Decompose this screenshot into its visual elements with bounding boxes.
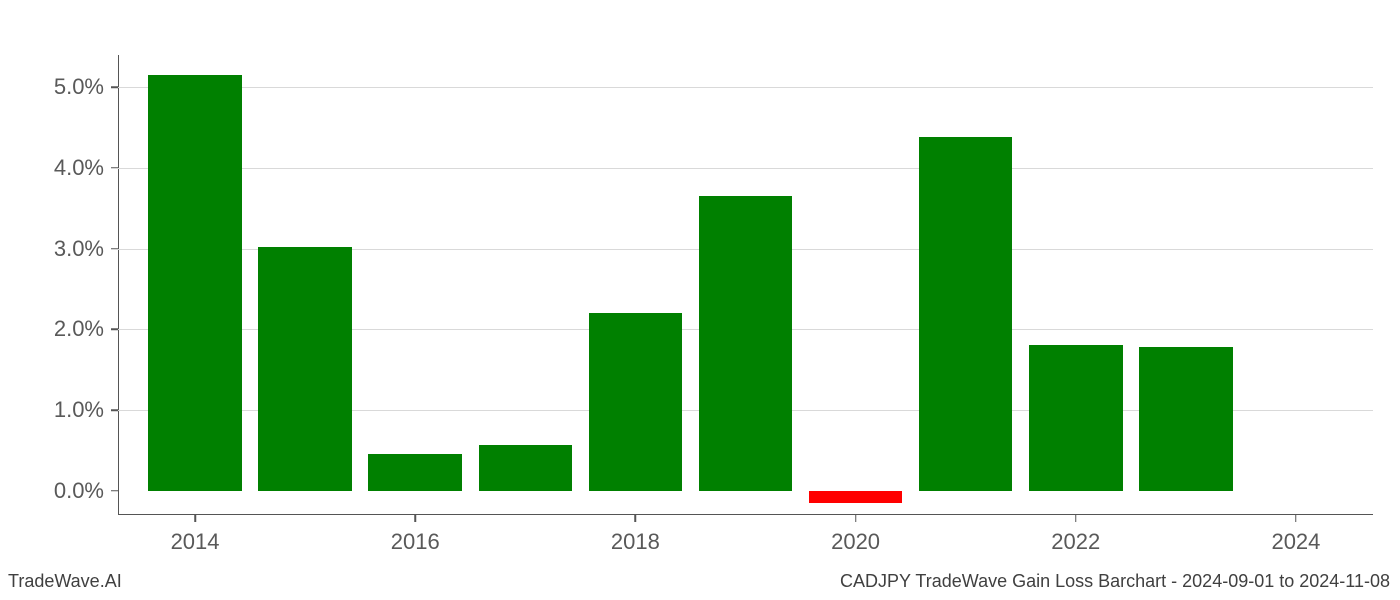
y-tick-label: 3.0% bbox=[54, 236, 104, 262]
bar bbox=[1029, 345, 1123, 491]
y-tick-mark bbox=[111, 87, 118, 89]
chart-plot-area: 0.0%1.0%2.0%3.0%4.0%5.0%2014201620182020… bbox=[118, 55, 1373, 515]
bar bbox=[258, 247, 352, 491]
x-tick-mark bbox=[1295, 515, 1297, 522]
bar bbox=[479, 445, 573, 491]
x-tick-label: 2018 bbox=[611, 529, 660, 555]
y-tick-label: 0.0% bbox=[54, 478, 104, 504]
x-tick-label: 2016 bbox=[391, 529, 440, 555]
bar bbox=[809, 491, 903, 503]
y-tick-label: 2.0% bbox=[54, 316, 104, 342]
x-tick-label: 2024 bbox=[1271, 529, 1320, 555]
caption-text: CADJPY TradeWave Gain Loss Barchart - 20… bbox=[840, 571, 1390, 592]
y-tick-mark bbox=[111, 167, 118, 169]
y-tick-label: 4.0% bbox=[54, 155, 104, 181]
x-tick-mark bbox=[194, 515, 196, 522]
y-tick-mark bbox=[111, 490, 118, 492]
gridline bbox=[118, 87, 1373, 88]
x-tick-mark bbox=[1075, 515, 1077, 522]
bar bbox=[1139, 347, 1233, 491]
x-tick-mark bbox=[414, 515, 416, 522]
y-tick-mark bbox=[111, 329, 118, 331]
chart-container: 0.0% 1.0% 2.0% 3.0% 4.0% 5.0% 2014 2016 2018 2020… bbox=[0, 0, 1400, 600]
bar bbox=[589, 313, 683, 491]
x-tick-label: 2020 bbox=[831, 529, 880, 555]
x-tick-mark bbox=[855, 515, 857, 522]
x-tick-label: 2014 bbox=[171, 529, 220, 555]
bar bbox=[699, 196, 793, 491]
watermark-text: TradeWave.AI bbox=[8, 571, 122, 592]
bar bbox=[148, 75, 242, 491]
x-tick-mark bbox=[635, 515, 637, 522]
bar bbox=[368, 454, 462, 490]
gridline bbox=[118, 168, 1373, 169]
x-tick-label: 2022 bbox=[1051, 529, 1100, 555]
y-tick-label: 5.0% bbox=[54, 74, 104, 100]
y-tick-mark bbox=[111, 409, 118, 411]
y-tick-label: 1.0% bbox=[54, 397, 104, 423]
y-tick-mark bbox=[111, 248, 118, 250]
bar bbox=[919, 137, 1013, 490]
